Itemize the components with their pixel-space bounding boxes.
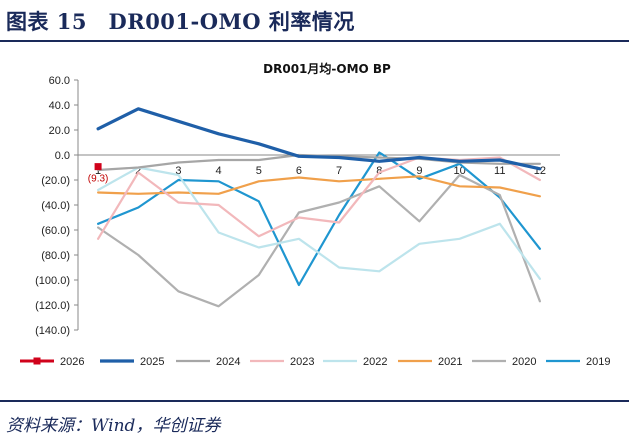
y-tick-label: (80.0) (41, 250, 70, 262)
y-tick-label: 60.0 (49, 75, 70, 87)
legend-label-2022: 2022 (363, 356, 387, 368)
series-point-2026 (94, 163, 102, 171)
x-tick-label: 9 (416, 165, 422, 177)
line-chart: DR001月均-OMO BP 60.0 40.0 20.0 0.0 (20.0) (40.0… (20, 61, 610, 368)
x-tick-label: 2 (135, 165, 141, 177)
x-tick-label: 3 (175, 165, 181, 177)
x-tick-label: 10 (453, 165, 465, 177)
y-tick-label: (60.0) (41, 225, 70, 237)
y-tick-label: (100.0) (35, 275, 70, 287)
y-tick-label: (20.0) (41, 175, 70, 187)
series-line-2022 (96, 166, 542, 280)
legend-label-2025: 2025 (140, 356, 164, 368)
y-tick-label: (40.0) (41, 200, 70, 212)
legend-label-2020: 2020 (512, 356, 536, 368)
legend-marker-2026 (33, 357, 41, 365)
series-line-2019 (96, 151, 542, 287)
data-label-2026: (9.3) (88, 174, 109, 185)
x-tick-label: 11 (494, 165, 505, 177)
series-line-2021 (96, 175, 542, 198)
y-tick-label: (140.0) (35, 325, 70, 337)
y-tick-label: (120.0) (35, 300, 70, 312)
legend-label-2023: 2023 (290, 356, 314, 368)
x-tick-label: 5 (256, 165, 262, 177)
x-tick-label: 7 (336, 165, 342, 177)
x-tick-label: 8 (376, 165, 382, 177)
x-tick-label: 6 (296, 165, 302, 177)
legend-label-2021: 2021 (438, 356, 462, 368)
source-rule (0, 400, 629, 402)
series-line-2025 (96, 107, 542, 171)
title-rule (0, 40, 629, 42)
legend-label-2026: 2026 (60, 356, 84, 368)
chart-title: DR001月均-OMO BP (263, 61, 391, 76)
y-tick-label: 20.0 (49, 125, 70, 137)
legend-label-2024: 2024 (216, 356, 240, 368)
series-line-2023 (96, 156, 542, 240)
x-tick-label: 4 (216, 165, 222, 177)
y-tick-label: 40.0 (49, 100, 70, 112)
legend-label-2019: 2019 (586, 356, 610, 368)
series-line-2020 (96, 173, 542, 308)
source-note: 资料来源：Wind，华创证券 (6, 416, 221, 436)
y-tick-label: 0.0 (55, 150, 70, 162)
figure-title: 图表 15 DR001-OMO 利率情况 (6, 9, 355, 34)
